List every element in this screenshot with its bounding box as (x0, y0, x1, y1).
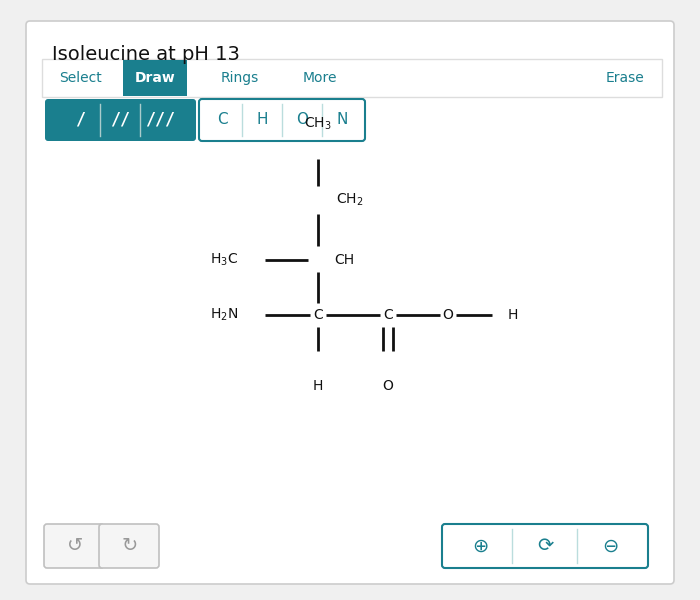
Text: O: O (383, 379, 393, 393)
Text: O: O (442, 308, 454, 322)
Text: CH: CH (334, 253, 354, 267)
Text: C: C (383, 308, 393, 322)
Text: ⊖: ⊖ (602, 536, 618, 556)
FancyBboxPatch shape (123, 60, 187, 96)
Text: ⊕: ⊕ (472, 536, 488, 556)
Text: Draw: Draw (134, 71, 176, 85)
FancyBboxPatch shape (442, 524, 648, 568)
Text: O: O (296, 113, 308, 127)
FancyBboxPatch shape (199, 99, 365, 141)
Text: Rings: Rings (221, 71, 259, 85)
Text: More: More (302, 71, 337, 85)
Bar (42, 59, 662, 97)
Text: Select: Select (59, 71, 102, 85)
Text: N: N (336, 113, 348, 127)
Text: H: H (508, 308, 519, 322)
Text: /: / (75, 111, 85, 129)
Text: H: H (256, 113, 267, 127)
Text: CH$_2$: CH$_2$ (336, 192, 363, 208)
Text: H$_2$N: H$_2$N (210, 307, 238, 323)
FancyBboxPatch shape (45, 99, 196, 141)
Text: C: C (217, 113, 228, 127)
Text: Isoleucine at pH 13: Isoleucine at pH 13 (52, 45, 240, 64)
Text: H$_3$C: H$_3$C (210, 252, 238, 268)
Text: ⟳: ⟳ (537, 536, 553, 556)
Text: CH$_3$: CH$_3$ (304, 116, 332, 132)
FancyBboxPatch shape (44, 524, 104, 568)
Text: //: // (110, 111, 130, 129)
Text: H: H (313, 379, 323, 393)
FancyBboxPatch shape (26, 21, 674, 584)
Text: ↺: ↺ (66, 536, 83, 556)
FancyBboxPatch shape (99, 524, 159, 568)
Text: ↻: ↻ (122, 536, 138, 556)
Text: C: C (313, 308, 323, 322)
Text: Erase: Erase (606, 71, 645, 85)
Text: ///: /// (145, 111, 175, 129)
